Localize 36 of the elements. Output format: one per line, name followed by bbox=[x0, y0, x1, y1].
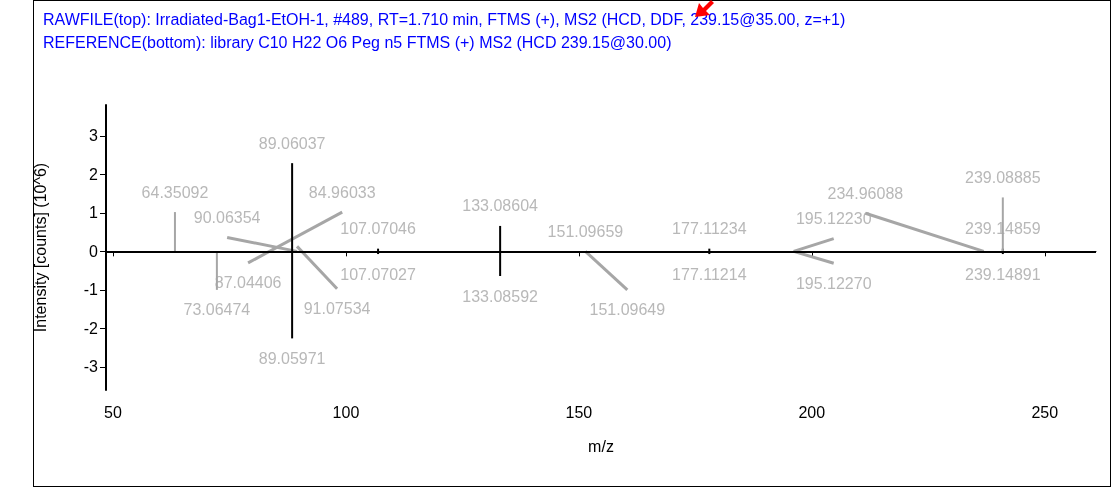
annotation: 107.07046 bbox=[340, 220, 416, 238]
y-tick-label: -1 bbox=[83, 281, 99, 299]
x-axis-title: m/z bbox=[588, 437, 614, 455]
annotation: 239.14891 bbox=[965, 265, 1041, 283]
y-tick-label: 2 bbox=[89, 165, 99, 183]
annotation: 234.96088 bbox=[827, 184, 904, 202]
y-tick-label: 0 bbox=[89, 242, 99, 260]
x-tick-label: 250 bbox=[1031, 403, 1059, 421]
chart-title: RAWFILE(top): Irradiated-Bag1-EtOH-1, #489, RT=1.710 min, FTMS (+), MS2 (HCD, DDF, 239.15@35.00, z=+1) bbox=[43, 10, 846, 28]
chart-subtitle: REFERENCE(bottom): library C10 H22 O6 Peg n5 FTMS (+) MS2 (HCD 239.15@30.00) bbox=[43, 33, 672, 51]
x-tick-label: 200 bbox=[798, 403, 826, 421]
annotation: 133.08592 bbox=[462, 287, 539, 305]
annotation: 195.12270 bbox=[795, 274, 872, 292]
annotation: 177.11214 bbox=[672, 265, 747, 283]
annotation: 107.07027 bbox=[340, 265, 416, 283]
annotation: 89.05971 bbox=[258, 349, 326, 367]
annotation: 73.06474 bbox=[183, 301, 251, 319]
x-tick-label: 50 bbox=[104, 403, 122, 421]
annotation: 177.11234 bbox=[672, 220, 747, 238]
x-tick-label: 100 bbox=[332, 403, 360, 421]
annotation: 91.07534 bbox=[303, 300, 371, 318]
annotation: 239.08885 bbox=[965, 168, 1041, 186]
x-tick-label: 150 bbox=[565, 403, 593, 421]
annotation: 151.09649 bbox=[589, 301, 666, 319]
annotation: 84.96033 bbox=[308, 183, 376, 201]
annotation: 64.35092 bbox=[141, 183, 209, 201]
y-tick-label: 1 bbox=[89, 204, 99, 222]
y-tick-label: -3 bbox=[83, 358, 99, 376]
annotation: 151.09659 bbox=[547, 222, 624, 240]
annotation: 89.06037 bbox=[258, 134, 326, 152]
y-tick-label: 3 bbox=[89, 127, 99, 145]
y-tick-label: -2 bbox=[83, 319, 99, 337]
annotation: 90.06354 bbox=[193, 208, 261, 226]
annotation: 195.12230 bbox=[795, 210, 872, 228]
y-axis-title: Intensity [counts] (10^6) bbox=[31, 162, 49, 333]
annotation: 133.08604 bbox=[462, 197, 539, 215]
